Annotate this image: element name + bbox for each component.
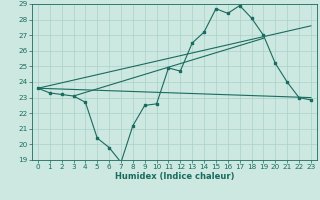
X-axis label: Humidex (Indice chaleur): Humidex (Indice chaleur) [115, 172, 234, 181]
